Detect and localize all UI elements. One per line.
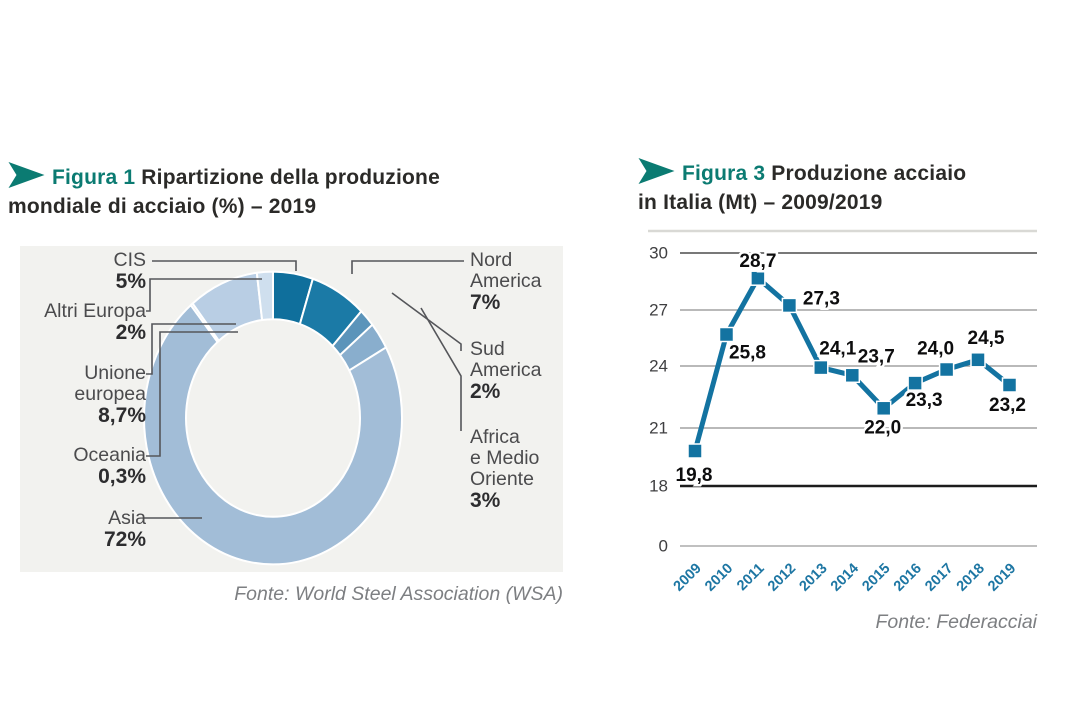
label-text: Oceania <box>73 444 146 466</box>
marker-2016 <box>907 375 923 391</box>
ytick-27: 27 <box>649 300 668 319</box>
donut-segment-altri-europa <box>255 270 274 322</box>
marker-2015 <box>875 400 892 417</box>
label-value: 2% <box>470 380 501 403</box>
label-value: 7% <box>470 291 501 314</box>
value-label-2009: 19,8 <box>676 465 713 486</box>
marker-2012 <box>781 297 798 314</box>
figure-1-title: Figura 1 Ripartizione della produzione mo… <box>8 162 574 221</box>
leader-line-cis <box>152 260 297 271</box>
label-text: CIS <box>113 249 146 271</box>
label-value: 5% <box>115 270 146 293</box>
leader-line-unione-europea <box>146 323 236 375</box>
marker-2019 <box>1001 377 1018 393</box>
label-text: Oriente <box>470 468 534 490</box>
donut-label-oceania: Oceania 0,3% <box>0 445 146 488</box>
value-label-2016: 23,3 <box>906 390 943 411</box>
value-label-2017: 24,0 <box>917 339 954 360</box>
donut-chart <box>143 260 464 566</box>
label-value: 3% <box>470 489 501 512</box>
figure-arrow-icon <box>8 162 45 188</box>
leader-line-altri-europa <box>146 278 262 312</box>
figure-1-title-line2: mondiale di acciaio (%) – 2019 <box>8 195 317 218</box>
label-text: Unione <box>84 362 146 384</box>
marker-2013 <box>813 359 829 376</box>
donut-label-unione-europea: Unione europea 8,7% <box>0 363 146 427</box>
donut-label-nord-america: Nord America 7% <box>470 250 590 314</box>
leader-line-oceania <box>146 331 238 457</box>
value-label-2015: 22,0 <box>864 417 901 438</box>
xtick-2018: 2018 <box>954 561 988 595</box>
xtick-2009: 2009 <box>671 561 705 595</box>
donut-label-altri-europa: Altri Europa 2% <box>0 301 146 344</box>
leader-line-sud-america <box>391 292 462 351</box>
value-label-2019: 23,2 <box>989 395 1026 416</box>
ytick-24: 24 <box>649 356 668 375</box>
xtick-2017: 2017 <box>922 561 956 595</box>
label-value: 2% <box>115 321 146 344</box>
figure-3-kicker: Figura 3 <box>682 162 766 185</box>
value-label-2012: 27,3 <box>803 288 840 309</box>
label-text: Asia <box>108 507 146 529</box>
donut-label-cis: CIS 5% <box>0 250 146 293</box>
figure-arrow-icon <box>638 158 675 184</box>
xtick-2012: 2012 <box>765 561 799 595</box>
marker-2010 <box>718 326 735 343</box>
value-label-2011: 28,7 <box>739 251 776 272</box>
figure-3-title-line2: in Italia (Mt) – 2009/2019 <box>638 191 883 214</box>
label-value: 8,7% <box>98 404 146 427</box>
ytick-30: 30 <box>649 243 668 262</box>
value-label-2014: 23,7 <box>858 346 895 367</box>
ytick-18: 18 <box>649 476 668 495</box>
leader-line-africa <box>420 307 462 431</box>
figure-1-kicker: Figura 1 <box>52 166 136 189</box>
figure-1-title-row1: Figura 1 Ripartizione della produzione <box>8 162 574 192</box>
marker-2014 <box>844 367 861 384</box>
donut-label-africa-medio-oriente: Africa e Medio Oriente 3% <box>470 427 590 512</box>
line-series <box>692 274 1012 452</box>
xtick-2013: 2013 <box>796 561 830 595</box>
value-label-2010: 25,8 <box>729 343 766 364</box>
marker-2018 <box>970 352 986 368</box>
xtick-2016: 2016 <box>891 561 925 595</box>
xtick-2015: 2015 <box>859 561 893 595</box>
label-text: e Medio <box>470 447 540 469</box>
ytick-0: 0 <box>659 536 668 555</box>
label-text: America <box>470 359 542 381</box>
figure-3-source: Fonte: Federacciai <box>875 611 1038 633</box>
xtick-2010: 2010 <box>702 561 736 595</box>
figure-3-title-line1: Produzione acciaio <box>771 162 967 185</box>
xtick-2019: 2019 <box>985 561 1019 595</box>
label-text: Altri Europa <box>44 300 146 322</box>
marker-2011 <box>750 270 766 286</box>
label-text: America <box>470 270 542 292</box>
donut-segment-asia <box>143 304 403 566</box>
leader-line-nord-america <box>351 260 464 274</box>
figure-3-title-row1: Figura 3 Produzione acciaio <box>638 158 1070 188</box>
figure-1-title-line1: Ripartizione della produzione <box>141 166 440 189</box>
label-text: Sud <box>470 338 505 360</box>
donut-label-asia: Asia 72% <box>0 508 146 551</box>
label-value: 0,3% <box>98 465 146 488</box>
label-text: Africa <box>470 426 520 448</box>
xtick-2014: 2014 <box>828 561 862 595</box>
value-label-2013: 24,1 <box>819 339 856 360</box>
donut-label-sud-america: Sud America 2% <box>470 339 590 403</box>
label-text: Nord <box>470 249 513 271</box>
label-value: 72% <box>103 528 146 551</box>
figure-3-title: Figura 3 Produzione acciaio in Italia (Mt… <box>638 158 1070 217</box>
label-text: europea <box>74 383 146 405</box>
figure-1-source: Fonte: World Steel Association (WSA) <box>234 583 563 605</box>
marker-2017 <box>938 361 955 378</box>
marker-2009 <box>687 443 703 459</box>
ytick-21: 21 <box>649 418 668 437</box>
xtick-2011: 2011 <box>734 561 768 595</box>
value-label-2018: 24,5 <box>968 328 1005 349</box>
